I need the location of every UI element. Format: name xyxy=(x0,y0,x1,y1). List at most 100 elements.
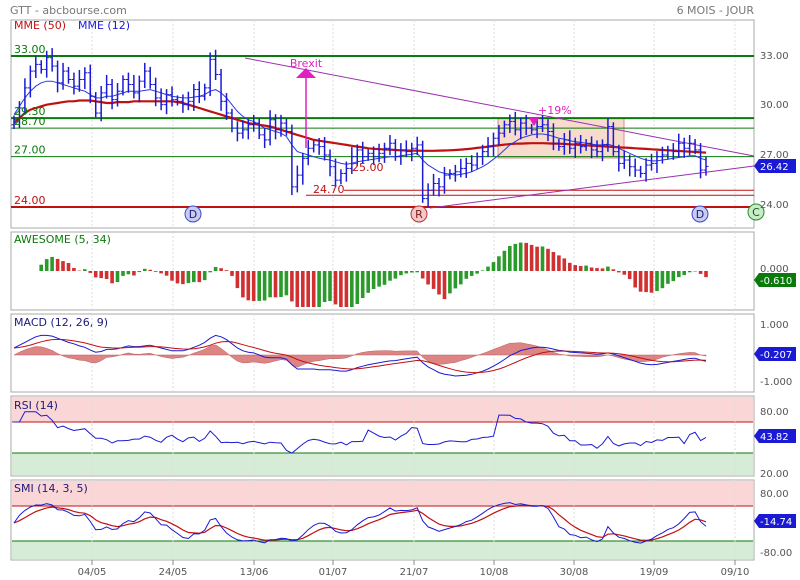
awesome-bar xyxy=(333,271,338,305)
awesome-bar xyxy=(677,271,681,278)
awesome-bar xyxy=(589,267,594,271)
awesome-bar xyxy=(551,252,556,271)
price-bar xyxy=(621,150,627,169)
svg-text:D: D xyxy=(696,208,704,221)
awesome-bar xyxy=(535,246,539,271)
marker-d-1: D xyxy=(184,205,202,223)
awesome-bar xyxy=(99,271,103,279)
price-bar xyxy=(452,164,458,182)
awesome-bar xyxy=(66,263,71,271)
awesome-bar xyxy=(164,271,169,276)
mme50-line xyxy=(13,99,707,154)
awesome-bar xyxy=(230,271,234,276)
price-bar xyxy=(698,143,704,179)
awesome-bar xyxy=(44,259,49,271)
awesome-bar xyxy=(540,246,545,271)
awesome-bar xyxy=(660,271,665,289)
price-bar xyxy=(458,158,464,178)
awesome-bar xyxy=(268,271,272,298)
awesome-bar xyxy=(480,270,485,271)
level-label-4: 24.00 xyxy=(14,194,46,207)
level-2470-annotation: 24.70 xyxy=(313,183,345,196)
awesome-bar xyxy=(262,271,267,301)
awesome-bar xyxy=(666,271,670,284)
awesome-bar xyxy=(415,271,419,273)
price-bar xyxy=(496,124,502,146)
price-bar xyxy=(158,88,164,111)
price-bar xyxy=(365,149,371,161)
smi-value-box xyxy=(754,514,796,528)
price-bar xyxy=(583,139,589,151)
price-bar xyxy=(262,127,268,149)
awesome-bar xyxy=(524,242,528,271)
price-bar xyxy=(420,140,426,203)
awesome-bar xyxy=(644,271,648,293)
price-bar xyxy=(33,56,39,78)
price-bar xyxy=(431,173,437,196)
level-label-0: 33.00 xyxy=(14,43,46,56)
awesome-bar xyxy=(508,246,512,271)
price-axis-33: 33.00 xyxy=(760,51,789,62)
awesome-label: AWESOME (5, 34) xyxy=(14,233,111,246)
awesome-bar xyxy=(578,266,583,271)
gain-zone-box xyxy=(497,117,625,159)
awesome-bar xyxy=(410,271,414,273)
rsi-oversold-zone xyxy=(12,453,753,475)
price-bar xyxy=(11,115,17,129)
price-bar xyxy=(349,147,355,174)
awesome-bar xyxy=(197,271,202,283)
macd-line xyxy=(13,334,707,377)
price-bar xyxy=(490,132,496,157)
awesome-value-box xyxy=(754,273,796,287)
macd-signal-line xyxy=(13,338,707,374)
price-bar xyxy=(87,64,93,104)
awesome-bar xyxy=(181,271,185,285)
awesome-bar xyxy=(143,268,147,271)
awesome-bar xyxy=(148,269,152,271)
awesome-bar xyxy=(491,262,496,271)
price-bar xyxy=(169,86,175,107)
awesome-bar xyxy=(617,271,621,273)
awesome-bar xyxy=(110,271,114,284)
price-bar xyxy=(638,165,644,178)
price-bar xyxy=(654,151,660,173)
x-tick-label: 10/08 xyxy=(480,567,509,578)
gain-annotation: +19% xyxy=(538,104,572,117)
price-bar xyxy=(409,142,415,162)
awesome-bar xyxy=(453,271,458,289)
price-bar xyxy=(174,95,180,106)
awesome-bar xyxy=(235,271,240,289)
awesome-bar xyxy=(459,271,463,285)
awesome-bar xyxy=(121,271,125,276)
price-bar xyxy=(16,101,22,128)
rsi-axis-20: 20.00 xyxy=(760,469,789,480)
price-bar xyxy=(480,144,486,165)
price-bar xyxy=(71,72,77,95)
awesome-bar xyxy=(393,271,398,279)
awesome-bar xyxy=(115,271,120,282)
smi-line xyxy=(13,502,707,544)
awesome-bar xyxy=(682,271,686,276)
price-bar xyxy=(540,115,546,133)
price-bar xyxy=(485,137,491,158)
price-bar xyxy=(278,114,284,137)
marker-r: R xyxy=(410,205,428,223)
macd-axis-m1: -1.000 xyxy=(760,377,792,388)
awesome-bar xyxy=(350,271,354,307)
marker-d-2: D xyxy=(691,205,709,223)
awesome-bar xyxy=(306,271,310,307)
price-bar xyxy=(343,161,349,182)
x-tick-label: 09/10 xyxy=(721,567,750,578)
awesome-bar xyxy=(55,258,60,271)
awesome-bar xyxy=(279,271,283,297)
awesome-bar xyxy=(366,271,370,293)
price-bar xyxy=(316,138,322,155)
x-tick-label: 04/05 xyxy=(78,567,107,578)
level-25-annotation: 25.00 xyxy=(352,161,384,174)
price-bar xyxy=(256,118,262,140)
awesome-bar xyxy=(437,271,441,295)
x-tick-label: 30/08 xyxy=(560,567,589,578)
awesome-bar xyxy=(426,271,430,285)
smi-oversold-zone xyxy=(12,541,753,559)
